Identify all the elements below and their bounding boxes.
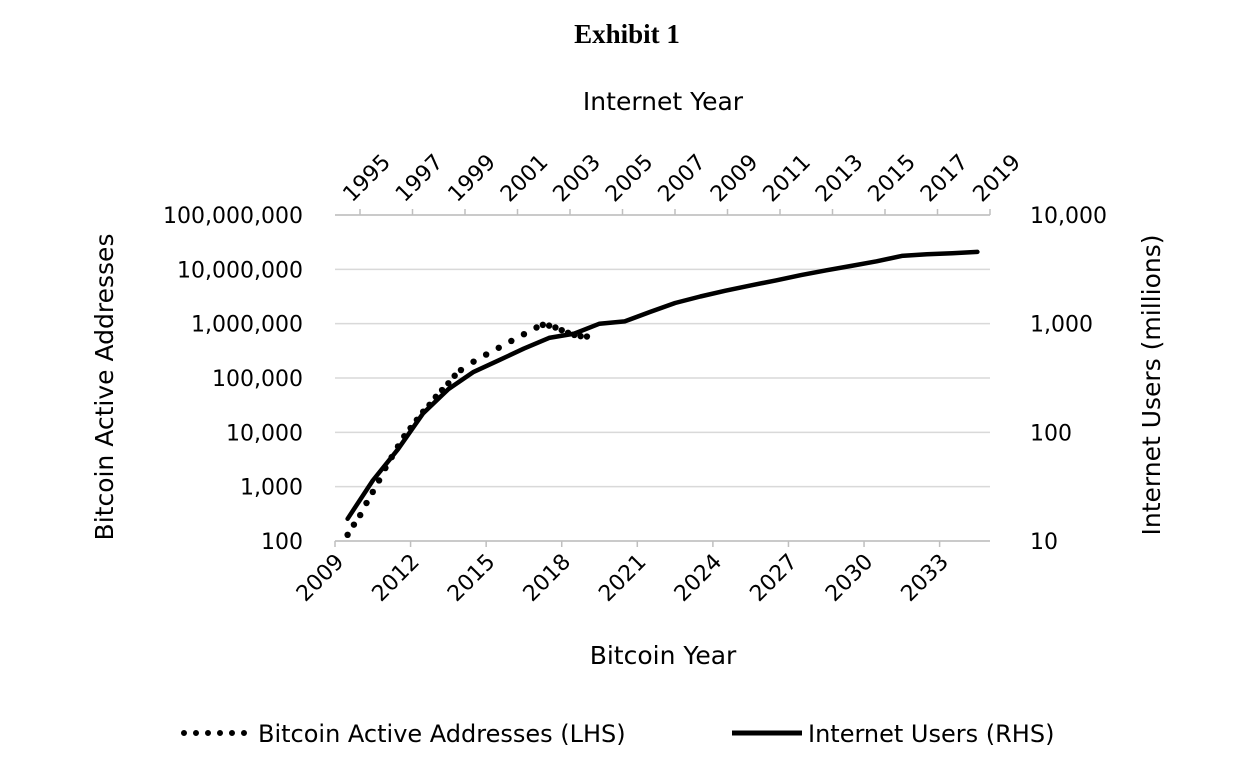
bottom-x-tick-label: 2009: [292, 550, 349, 607]
bottom-x-tick-label: 2021: [594, 550, 651, 607]
bitcoin-active-addresses-point: [470, 358, 477, 365]
gridlines: [335, 214, 990, 542]
bitcoin-active-addresses-point: [583, 333, 591, 340]
top-x-tick-label: 2003: [549, 150, 606, 207]
top-x-tick-label: 2007: [654, 150, 711, 207]
bottom-x-tick-label: 2012: [368, 550, 425, 607]
bitcoin-active-addresses-point: [356, 511, 364, 519]
top-x-tick-label: 2013: [811, 150, 868, 207]
right-y-tick-label: 100: [1030, 421, 1072, 446]
top-x-axis-title: Internet Year: [583, 87, 744, 116]
left-y-tick-label: 1,000,000: [191, 313, 303, 338]
axes: [334, 209, 991, 547]
left-y-tick-label: 100,000,000: [163, 204, 303, 229]
top-x-tick-labels: 1995199719992001200320052007200920112013…: [339, 150, 1026, 207]
bitcoin-active-addresses-point: [533, 324, 540, 331]
bitcoin-active-addresses-point: [375, 477, 383, 484]
bitcoin-active-addresses-point: [451, 372, 458, 379]
bitcoin-active-addresses-point: [482, 351, 490, 358]
bottom-x-axis-title: Bitcoin Year: [590, 641, 737, 670]
top-x-tick-label: 2011: [759, 150, 816, 207]
bottom-x-tick-label: 2018: [519, 550, 576, 607]
bottom-x-tick-labels: 2009 2012 2015 2018 2021 2024 2027 2030 2033: [292, 550, 954, 607]
legend: Bitcoin Active Addresses (LHS) Internet …: [181, 720, 1054, 748]
bitcoin-active-addresses-point: [539, 321, 547, 329]
bitcoin-active-addresses-point: [363, 499, 370, 507]
series-layer: [344, 249, 980, 539]
bitcoin-active-addresses-point: [350, 521, 358, 528]
bitcoin-active-addresses-point: [545, 322, 553, 329]
top-x-tick-label: 2015: [864, 150, 921, 207]
bitcoin-active-addresses-point: [577, 332, 584, 340]
bitcoin-active-addresses-point: [344, 531, 351, 539]
bitcoin-active-addresses-point: [558, 326, 565, 334]
right-y-tick-label: 10,000: [1030, 204, 1107, 229]
left-y-tick-label: 100,000: [212, 367, 303, 392]
bitcoin-active-addresses-point: [445, 380, 452, 387]
left-y-axis-title: Bitcoin Active Addresses: [90, 234, 119, 541]
top-x-tick-label: 2019: [969, 150, 1026, 207]
left-y-tick-label: 100: [261, 530, 303, 555]
bitcoin-active-addresses-point: [552, 324, 559, 331]
bitcoin-active-addresses-point: [508, 337, 515, 345]
chart-title: Exhibit 1: [574, 19, 680, 49]
right-y-tick-labels: 10 100 1,000 10,000: [1030, 204, 1107, 555]
left-y-tick-label: 10,000,000: [177, 258, 303, 283]
top-x-tick-label: 1995: [339, 150, 396, 207]
top-x-tick-label: 2001: [496, 150, 553, 207]
left-y-tick-label: 1,000: [240, 476, 303, 501]
bitcoin-active-addresses-point: [369, 488, 376, 496]
legend-label-internet-users: Internet Users (RHS): [808, 720, 1054, 748]
bitcoin-active-addresses-point: [457, 366, 465, 374]
bitcoin-active-addresses-point: [495, 344, 502, 351]
right-y-axis-title: Internet Users (millions): [1137, 235, 1166, 536]
left-y-tick-labels: 100 1,000 10,000 100,000 1,000,000 10,000,000…: [163, 204, 303, 555]
bottom-x-tick-label: 2027: [745, 550, 802, 607]
top-x-tick-label: 2009: [706, 150, 763, 207]
right-y-tick-label: 10: [1030, 530, 1058, 555]
bitcoin-active-addresses-point: [520, 330, 528, 338]
top-x-tick-label: 2017: [916, 150, 973, 207]
bottom-x-tick-label: 2033: [897, 550, 954, 607]
top-x-tick-label: 1999: [444, 150, 501, 207]
bottom-x-tick-label: 2015: [443, 550, 500, 607]
left-y-tick-label: 10,000: [226, 421, 303, 446]
right-y-tick-label: 1,000: [1030, 313, 1093, 338]
internet-users-line: [345, 249, 980, 522]
bottom-x-tick-label: 2024: [670, 550, 727, 607]
legend-label-bitcoin-active-addresses: Bitcoin Active Addresses (LHS): [258, 720, 626, 748]
top-x-tick-label: 1997: [391, 150, 448, 207]
bottom-x-tick-label: 2030: [821, 550, 878, 607]
top-x-tick-label: 2005: [601, 150, 658, 207]
